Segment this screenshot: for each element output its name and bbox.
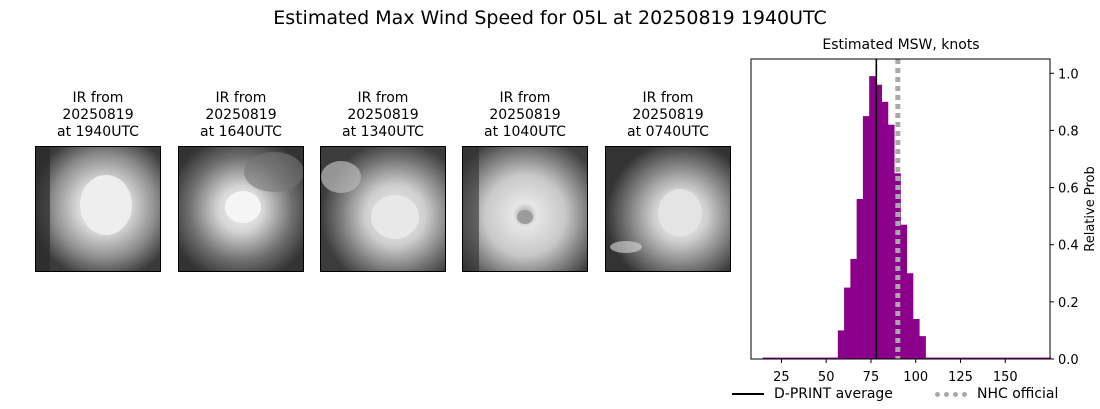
histogram-bar: [887, 124, 895, 359]
histogram-bar: [906, 273, 914, 359]
ir-title-time: at 1940UTC: [57, 124, 139, 140]
ir-title-time: at 1340UTC: [342, 124, 424, 140]
histogram-bar: [837, 330, 845, 359]
histogram-bar: [781, 357, 789, 359]
histogram-bar: [919, 336, 926, 359]
histogram-bar: [1007, 357, 1014, 359]
y-tick-label: 0.2: [1058, 296, 1079, 311]
histogram-bar: [975, 357, 983, 359]
ir-panel-title: IR from 20250819 at 1940UTC: [35, 90, 161, 141]
ir-title-date: 20250819: [489, 107, 561, 123]
histogram-bar: [812, 357, 820, 359]
ir-title-time: at 0740UTC: [627, 124, 709, 140]
y-tick-label: 1.0: [1058, 67, 1079, 82]
histogram-bar: [969, 357, 976, 359]
histogram-bar: [988, 357, 995, 359]
x-tick-label: 125: [948, 370, 973, 385]
y-tick-label: 0.0: [1058, 353, 1079, 368]
histogram-bar: [1044, 357, 1052, 359]
histogram-bar: [950, 357, 958, 359]
histogram-bar: [956, 357, 964, 359]
histogram-bar: [787, 357, 795, 359]
histogram-bar: [850, 259, 857, 359]
histogram-bar: [1019, 357, 1027, 359]
ir-panel: IR from 20250819 at 1940UTC: [35, 90, 161, 272]
legend-solid-line-icon: [732, 393, 764, 395]
ir-panel-title: IR from 20250819 at 1340UTC: [320, 90, 446, 141]
histogram-bar: [875, 84, 883, 359]
x-tick-label: 150: [993, 370, 1018, 385]
ir-panel-title: IR from 20250819 at 1640UTC: [178, 90, 304, 141]
ir-satellite-image: [178, 146, 304, 272]
histogram-bar: [862, 116, 870, 360]
ir-title-time: at 1640UTC: [200, 124, 282, 140]
ir-title-date: 20250819: [347, 107, 419, 123]
legend-label-nhc: NHC official: [977, 386, 1059, 402]
legend-dotted-line-icon: [935, 391, 967, 397]
y-tick-label: 0.6: [1058, 182, 1079, 197]
histogram-bar: [1025, 357, 1033, 359]
ir-title-line: IR from: [499, 90, 551, 106]
ir-title-date: 20250819: [205, 107, 277, 123]
ir-satellite-image: [320, 146, 446, 272]
ir-title-line: IR from: [642, 90, 694, 106]
ir-panel: IR from 20250819 at 1640UTC: [178, 90, 304, 272]
ir-satellite-image: [605, 146, 731, 272]
histogram-bar: [881, 101, 889, 359]
plot-frame: [750, 58, 1051, 360]
ir-title-date: 20250819: [62, 107, 134, 123]
histogram-bar: [806, 357, 814, 359]
ir-title-time: at 1040UTC: [484, 124, 566, 140]
histogram-bar: [931, 357, 939, 359]
legend-label-dprint: D-PRINT average: [774, 386, 893, 402]
ir-panel: IR from 20250819 at 1340UTC: [320, 90, 446, 272]
legend-item-nhc: NHC official: [935, 386, 1058, 402]
histogram-bar: [844, 287, 851, 359]
histogram-bar: [944, 357, 951, 359]
histogram-bar: [800, 357, 807, 359]
histogram-bar: [925, 357, 933, 359]
figure-title: Estimated Max Wind Speed for 05L at 2025…: [273, 7, 827, 29]
x-tick-label: 25: [773, 370, 790, 385]
histogram-bar: [856, 199, 864, 359]
ir-title-line: IR from: [357, 90, 409, 106]
legend-item-dprint: D-PRINT average: [732, 386, 893, 402]
histogram-bar: [819, 357, 826, 359]
y-tick-label: 0.8: [1058, 124, 1079, 139]
ir-satellite-image: [462, 146, 588, 272]
ir-panel-title: IR from 20250819 at 0740UTC: [605, 90, 731, 141]
histogram-bar: [831, 357, 839, 359]
ir-panel: IR from 20250819 at 1040UTC: [462, 90, 588, 272]
ir-title-line: IR from: [72, 90, 124, 106]
histogram-bar: [1032, 357, 1039, 359]
histogram-bar: [1038, 357, 1045, 359]
histogram-bar: [869, 76, 876, 360]
histogram-bar: [981, 357, 989, 359]
y-tick-label: 0.4: [1058, 239, 1079, 254]
chart-title: Estimated MSW, knots: [822, 37, 980, 53]
histogram-bar: [1000, 357, 1008, 359]
x-tick-label: 75: [863, 370, 880, 385]
ir-satellite-image: [35, 146, 161, 272]
y-axis-label: Relative Prob: [1083, 166, 1098, 251]
histogram-bar: [938, 357, 945, 359]
histogram-bar: [825, 357, 832, 359]
x-tick-label: 50: [818, 370, 835, 385]
ir-panel-title: IR from 20250819 at 1040UTC: [462, 90, 588, 141]
histogram-bar: [994, 357, 1002, 359]
ir-panel: IR from 20250819 at 0740UTC: [605, 90, 731, 272]
histogram-bar: [963, 357, 970, 359]
ir-title-line: IR from: [215, 90, 267, 106]
histogram-bar: [793, 357, 801, 359]
histogram-bar: [768, 357, 776, 359]
histogram-bar: [913, 319, 920, 359]
ir-title-date: 20250819: [632, 107, 704, 123]
histogram-bar: [762, 357, 770, 359]
histogram-bar: [775, 357, 782, 359]
histogram-bar: [900, 224, 908, 359]
chart-legend: D-PRINT average NHC official: [730, 386, 1090, 408]
x-tick-label: 100: [903, 370, 928, 385]
histogram-bar: [1013, 357, 1020, 359]
